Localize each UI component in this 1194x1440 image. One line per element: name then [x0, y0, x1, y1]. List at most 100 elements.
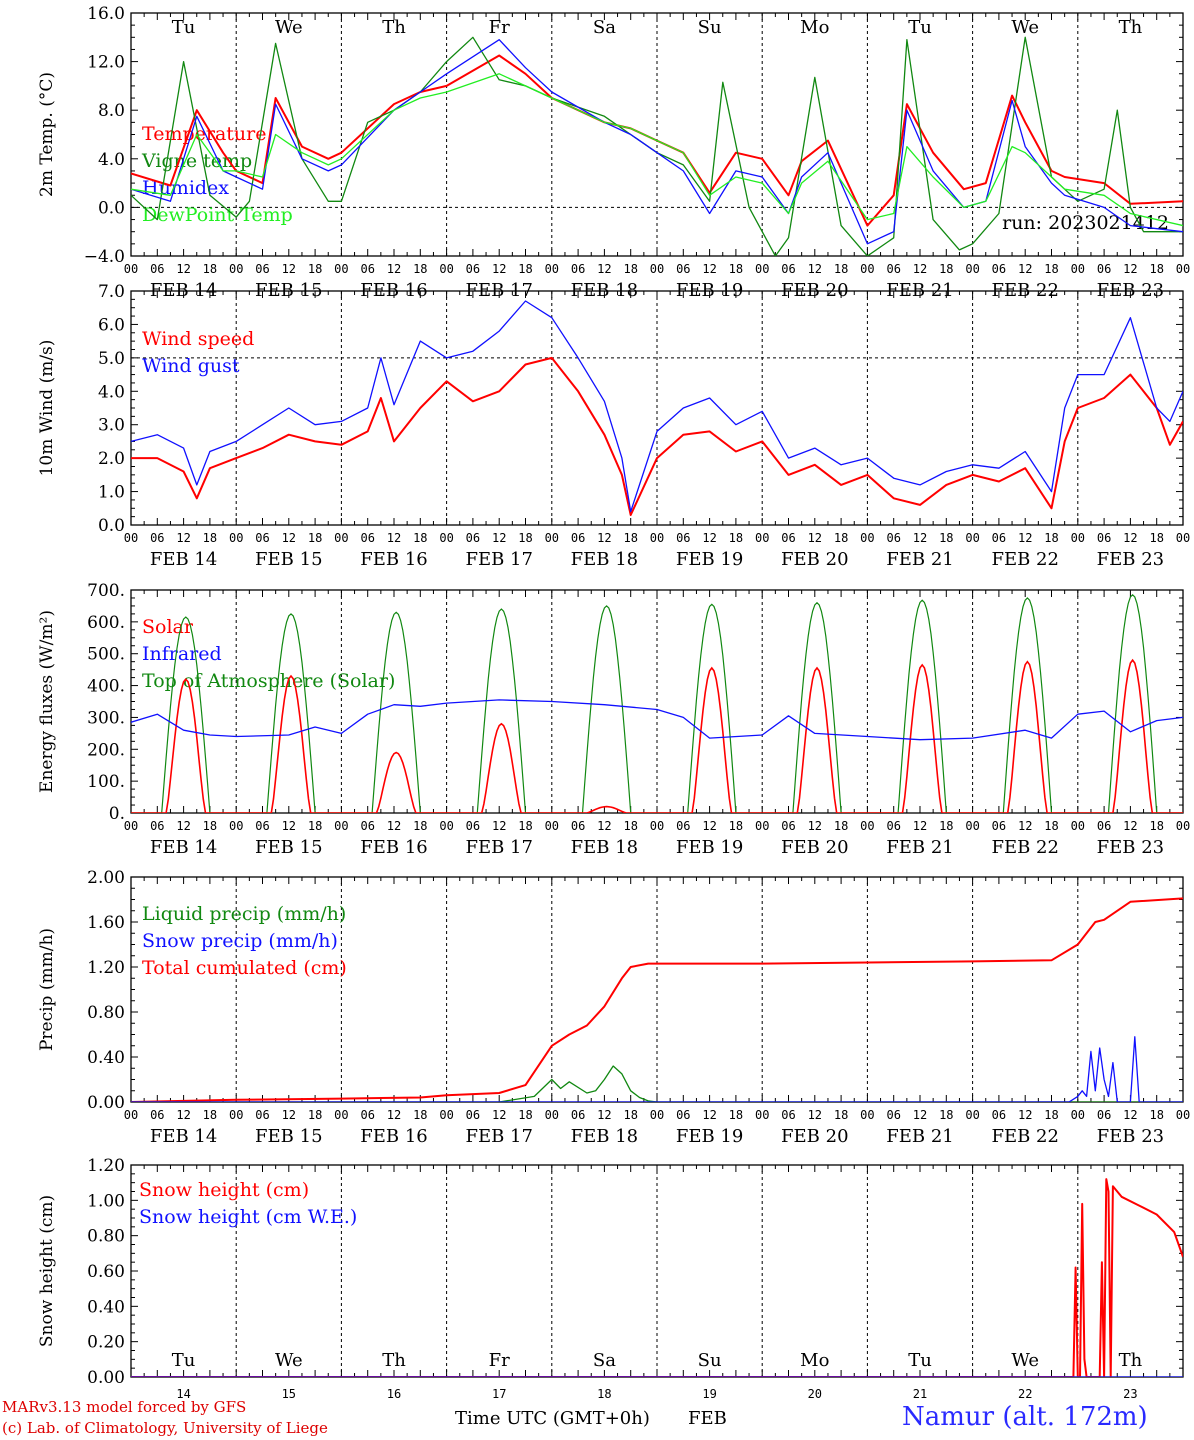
hour-tick-label: 00: [439, 262, 453, 276]
hour-tick-label: 12: [282, 531, 296, 545]
day-label: FEB 15: [255, 1126, 322, 1147]
hour-tick-label: 18: [623, 262, 637, 276]
day-label: FEB 20: [781, 549, 848, 570]
hour-tick-label: 06: [466, 819, 480, 833]
hour-tick-label: 12: [492, 819, 506, 833]
hour-tick-label: 18: [729, 1108, 743, 1122]
hour-tick-label: 00: [1176, 819, 1190, 833]
hour-tick-label: 00: [334, 262, 348, 276]
hour-tick-label: 06: [150, 531, 164, 545]
hour-tick-label: 12: [1018, 262, 1032, 276]
hour-tick-label: 18: [1044, 819, 1058, 833]
y-tick-label: 1.0: [98, 483, 125, 503]
hour-tick-label: 12: [1018, 1108, 1032, 1122]
hour-tick-label: 00: [1176, 531, 1190, 545]
y-tick-label: 2.00: [87, 868, 125, 888]
y-tick-label: 4.0: [98, 150, 125, 170]
hour-tick-label: 00: [334, 531, 348, 545]
hour-tick-label: 06: [886, 262, 900, 276]
hour-tick-label: 18: [413, 531, 427, 545]
day-label: FEB 22: [991, 549, 1058, 570]
weekday-label: Tu: [908, 17, 932, 38]
hour-tick-label: 00: [755, 819, 769, 833]
legend-entry: Wind speed: [142, 328, 254, 350]
hour-tick-label: 18: [518, 819, 532, 833]
y-tick-label: 12.0: [87, 53, 125, 73]
hour-tick-label: 12: [702, 819, 716, 833]
hour-tick-label: 06: [360, 819, 374, 833]
hour-tick-label: 18: [729, 262, 743, 276]
hour-tick-label: 00: [965, 819, 979, 833]
y-axis-label: Energy fluxes (W/m²): [37, 610, 57, 793]
day-label: FEB 15: [255, 837, 322, 858]
hour-tick-label: 18: [203, 531, 217, 545]
hour-tick-label: 12: [492, 531, 506, 545]
hour-tick-label: 06: [360, 1108, 374, 1122]
y-tick-label: 2.0: [98, 449, 125, 469]
legend-entry: Total cumulated (cm): [142, 957, 347, 979]
day-number-label: 18: [597, 1387, 611, 1401]
hour-tick-label: 06: [255, 262, 269, 276]
hour-tick-label: 12: [808, 531, 822, 545]
y-tick-label: 16.0: [87, 4, 125, 24]
hour-tick-label: 18: [1149, 1108, 1163, 1122]
y-tick-label: 7.0: [98, 282, 125, 302]
y-tick-label: 100.: [87, 772, 125, 792]
hour-tick-label: 18: [413, 819, 427, 833]
hour-tick-label: 12: [1123, 819, 1137, 833]
hour-tick-label: 00: [650, 262, 664, 276]
day-label: FEB 23: [1097, 1126, 1164, 1147]
credit-model: MARv3.13 model forced by GFS: [2, 1398, 247, 1416]
y-tick-label: 500.: [87, 645, 125, 665]
hour-tick-label: 12: [176, 262, 190, 276]
hour-tick-label: 06: [150, 262, 164, 276]
hour-tick-label: 00: [545, 262, 559, 276]
hour-tick-label: 00: [650, 1108, 664, 1122]
y-tick-label: 1.20: [87, 1156, 125, 1176]
hour-tick-label: 06: [781, 262, 795, 276]
day-number-label: 21: [913, 1387, 927, 1401]
hour-tick-label: 12: [913, 262, 927, 276]
series-snow-precip-mm-h-: [131, 1036, 1183, 1102]
weekday-label: Sa: [593, 17, 616, 38]
y-tick-label: 200.: [87, 740, 125, 760]
weekday-label: Th: [1119, 17, 1143, 38]
weekday-label: We: [275, 1350, 303, 1371]
y-tick-label: 0.: [109, 804, 125, 824]
hour-tick-label: 06: [676, 531, 690, 545]
y-tick-label: 0.60: [87, 1262, 125, 1282]
hour-tick-label: 06: [992, 1108, 1006, 1122]
x-axis-label: Time UTC (GMT+0h): [455, 1408, 650, 1429]
hour-tick-label: 18: [939, 819, 953, 833]
y-axis-label: 2m Temp. (°C): [37, 72, 57, 197]
day-number-label: 16: [387, 1387, 401, 1401]
hour-tick-label: 18: [939, 1108, 953, 1122]
hour-tick-label: 18: [518, 531, 532, 545]
hour-tick-label: 18: [1044, 1108, 1058, 1122]
y-tick-label: 5.0: [98, 349, 125, 369]
hour-tick-label: 06: [571, 819, 585, 833]
day-number-label: 15: [282, 1387, 296, 1401]
hour-tick-label: 06: [360, 262, 374, 276]
hour-tick-label: 12: [597, 262, 611, 276]
day-label: FEB 22: [991, 1126, 1058, 1147]
hour-tick-label: 00: [439, 1108, 453, 1122]
day-label: FEB 23: [1097, 837, 1164, 858]
legend-entry: Temperature: [142, 123, 266, 145]
y-tick-label: 1.20: [87, 958, 125, 978]
hour-tick-label: 18: [518, 1108, 532, 1122]
weekday-label: We: [1011, 17, 1039, 38]
hour-tick-label: 00: [1176, 262, 1190, 276]
hour-tick-label: 00: [965, 1108, 979, 1122]
weekday-label: We: [1011, 1350, 1039, 1371]
series-liquid-precip-mm-h-: [131, 1065, 1183, 1102]
hour-tick-label: 00: [860, 531, 874, 545]
panel-5: 1.20 1.00 0.80 0.60 0.40 0.20 0.00 Snow height …: [37, 1156, 1184, 1388]
series-vigne-temp: [131, 36, 1183, 256]
hour-tick-label: 00: [439, 531, 453, 545]
hour-tick-label: 18: [308, 531, 322, 545]
hour-tick-label: 06: [255, 531, 269, 545]
x-axis-month: FEB: [688, 1408, 727, 1429]
day-label: FEB 16: [360, 837, 427, 858]
